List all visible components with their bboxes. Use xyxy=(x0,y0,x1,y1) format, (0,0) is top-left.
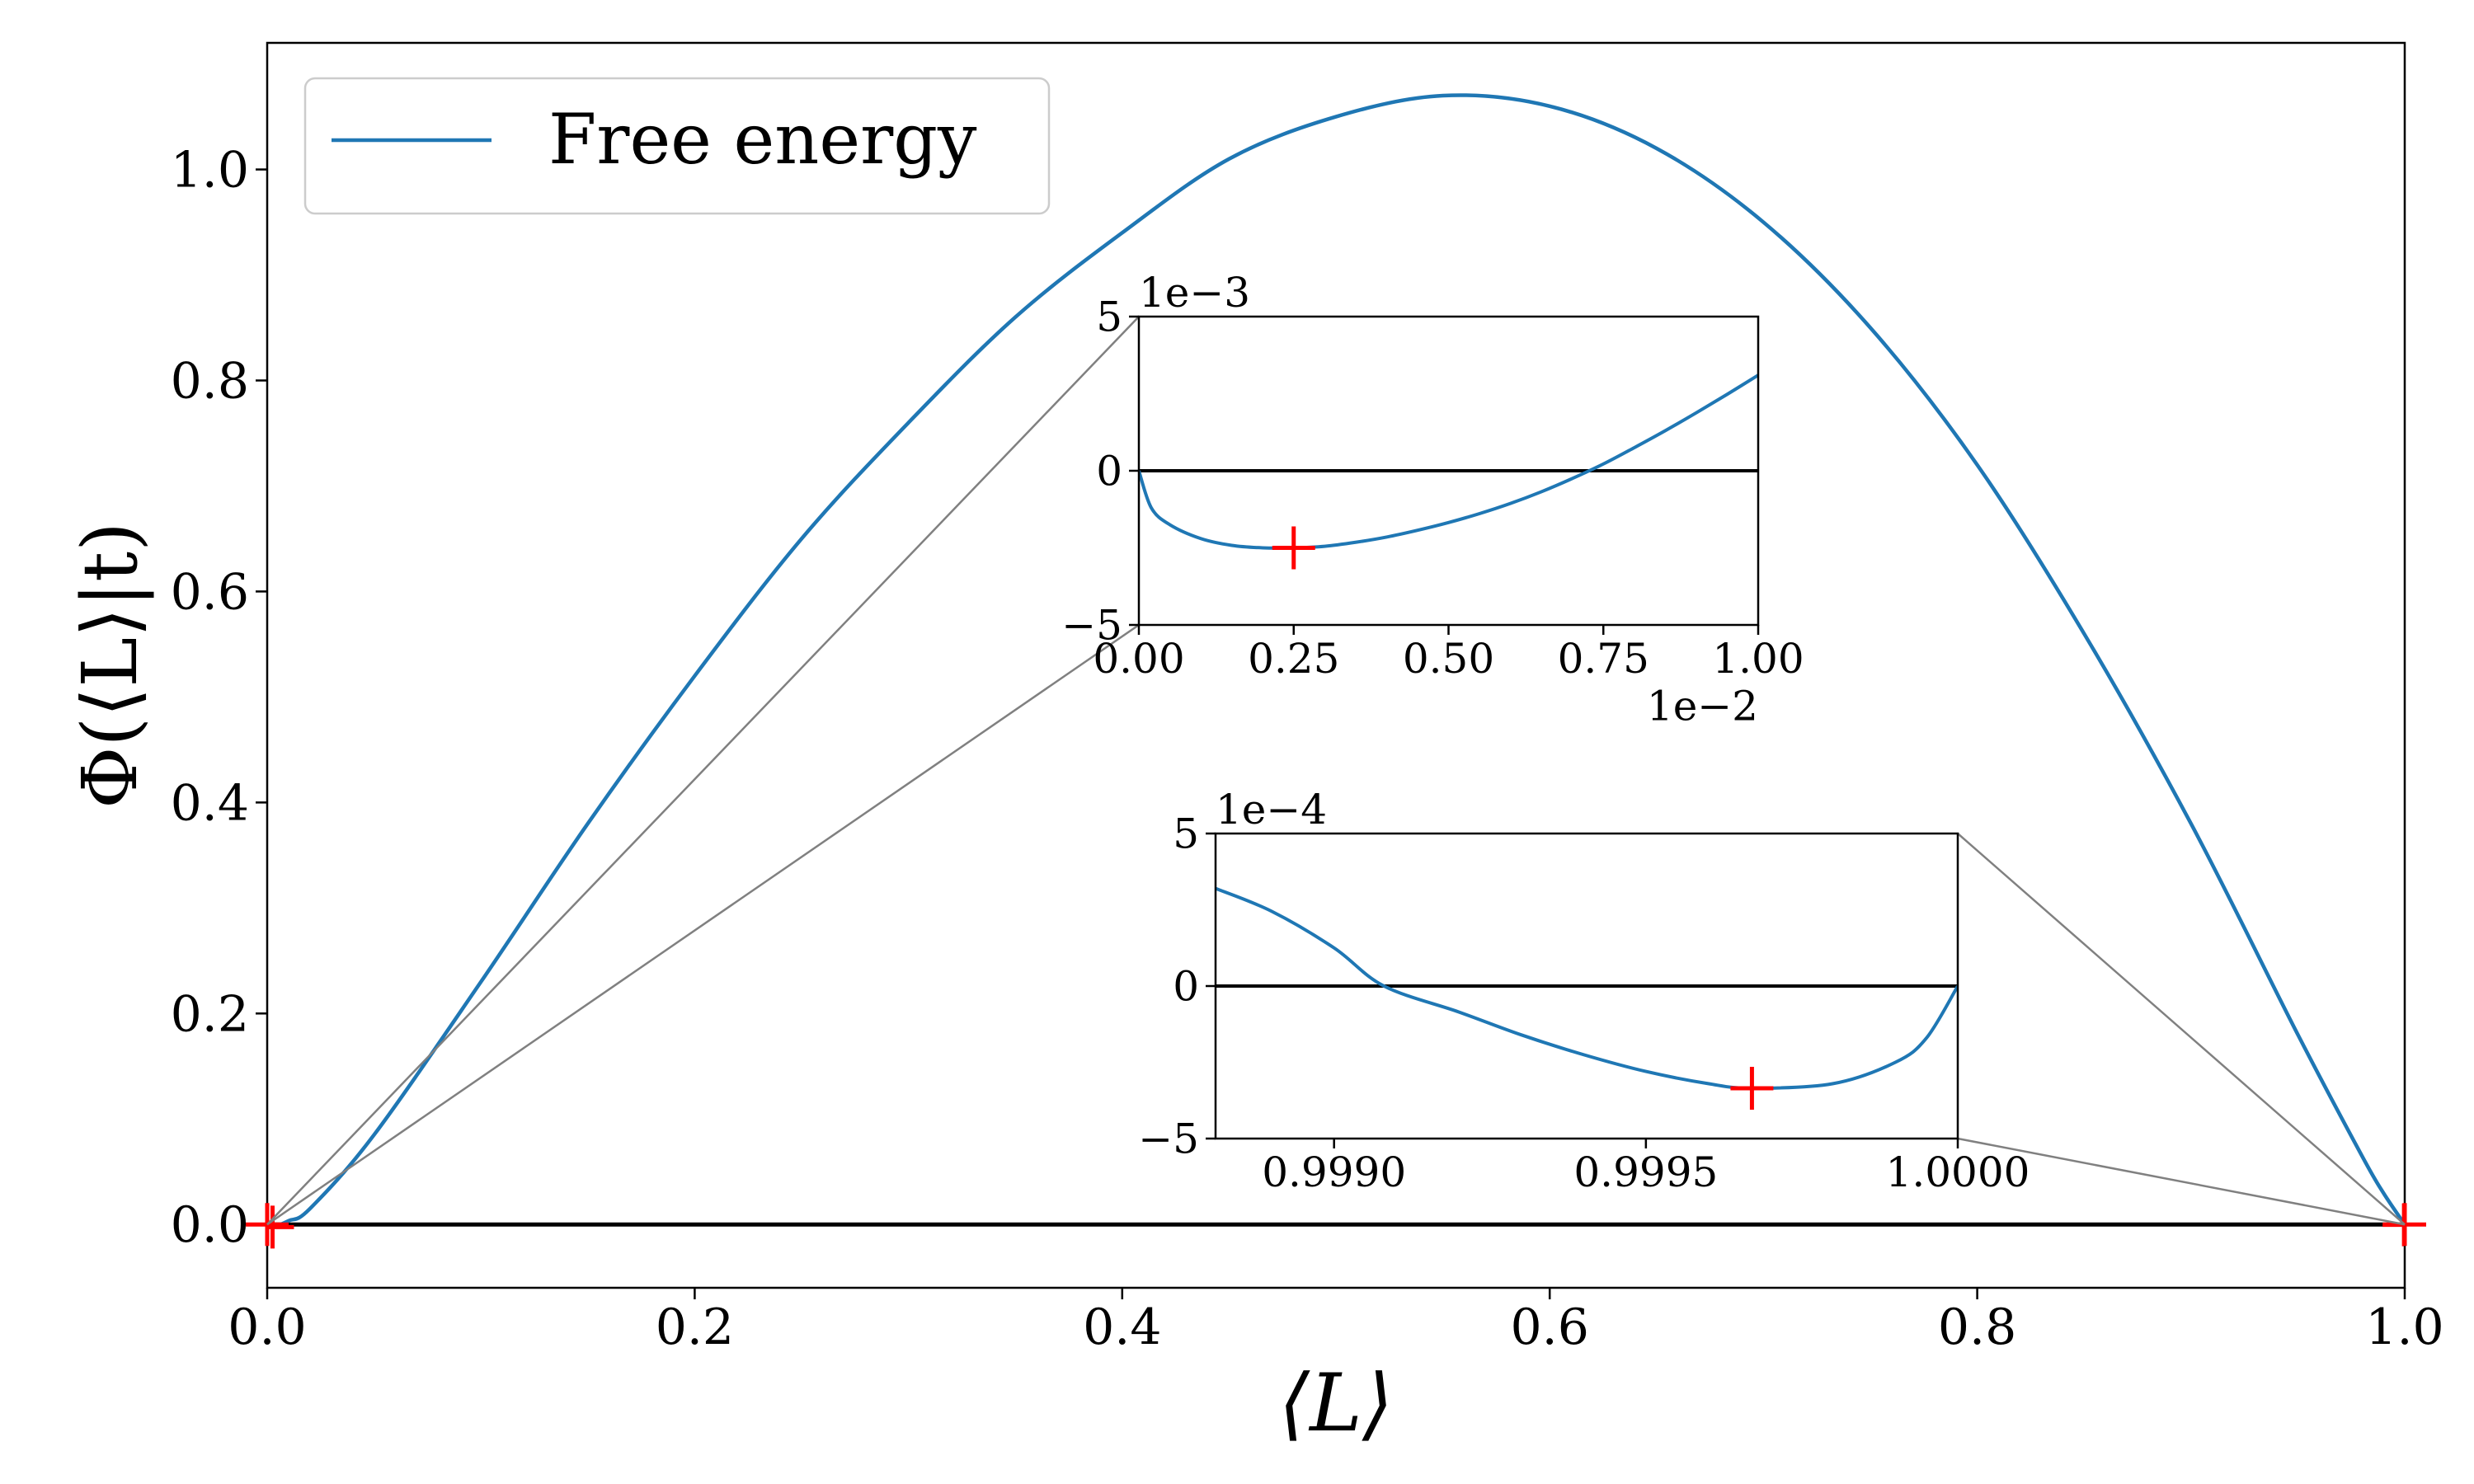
x-tick-label: 0.0 xyxy=(228,1298,306,1356)
legend-entry-label: Free energy xyxy=(548,99,977,180)
y-tick-label: 0 xyxy=(1096,448,1122,495)
x-tick-label: 1.0 xyxy=(2365,1298,2443,1356)
x-tick-label: 1.0000 xyxy=(1886,1148,2030,1196)
y-scale-label: 1e−4 xyxy=(1216,786,1327,834)
y-tick-label: 0.0 xyxy=(171,1196,249,1254)
inset-connectors xyxy=(266,316,2406,1226)
inset-right-zoom: 0.9990 0.9995 1.0000 −5 0 5 1e−4 xyxy=(1138,786,2030,1196)
y-tick-label: 0 xyxy=(1173,963,1199,1011)
legend-frame xyxy=(303,77,1051,215)
y-tick-label: −5 xyxy=(1138,1115,1199,1163)
series-line-0 xyxy=(1216,886,1958,1090)
y-tick-label: 0.8 xyxy=(171,352,249,410)
y-tick-label: 0.6 xyxy=(171,563,249,621)
x-tick-label: 0.50 xyxy=(1403,635,1494,683)
series-line-0 xyxy=(1139,373,1758,550)
x-tick-label: 0.4 xyxy=(1083,1298,1161,1356)
plot-content xyxy=(1216,886,1958,1090)
y-tick-label: 0.4 xyxy=(171,774,249,832)
y-scale-label: 1e−3 xyxy=(1139,269,1250,317)
x-tick-label: 0.00 xyxy=(1093,635,1184,683)
x-tick-label: 0.8 xyxy=(1938,1298,2016,1356)
y-axis-label: Φ(⟨L⟩|t) xyxy=(66,522,154,809)
x-tick-label: 0.2 xyxy=(656,1298,734,1356)
connector-right-1 xyxy=(1957,1137,2406,1226)
x-tick-label: 0.9990 xyxy=(1262,1148,1406,1196)
y-tick-label: 5 xyxy=(1096,294,1122,341)
plot-content xyxy=(267,93,2405,1249)
x-tick-label: 0.75 xyxy=(1558,635,1649,683)
x-scale-label: 1e−2 xyxy=(1647,683,1758,730)
plot-content xyxy=(1139,373,1758,550)
axes-frame xyxy=(266,41,2406,1289)
x-axis-label: ⟨L⟩ xyxy=(1279,1357,1394,1449)
series-line-0 xyxy=(267,93,2405,1229)
legend: Free energy xyxy=(303,77,1051,215)
y-tick-label: −5 xyxy=(1061,602,1122,650)
connector-left-1 xyxy=(266,623,1140,1226)
y-tick-label: 5 xyxy=(1173,810,1199,858)
x-tick-label: 0.25 xyxy=(1248,635,1339,683)
x-tick-label: 1.00 xyxy=(1712,635,1804,683)
x-tick-label: 0.9995 xyxy=(1573,1148,1718,1196)
y-tick-label: 1.0 xyxy=(171,142,249,200)
x-tick-label: 0.6 xyxy=(1510,1298,1588,1356)
main-plot: 0.0 0.2 0.4 0.6 0.8 1.0 0.0 0.2 0.4 0.6 0.8 1.0 ⟨L⟩ Φ… xyxy=(66,41,2444,1449)
connector-left-0 xyxy=(266,316,1140,1226)
y-tick-label: 0.2 xyxy=(171,985,249,1043)
inset-left-zoom: 0.00 0.25 0.50 0.75 1.00 −5 0 5 1e−3 1e−2 xyxy=(1061,269,1804,730)
connector-right-0 xyxy=(1957,833,2406,1226)
